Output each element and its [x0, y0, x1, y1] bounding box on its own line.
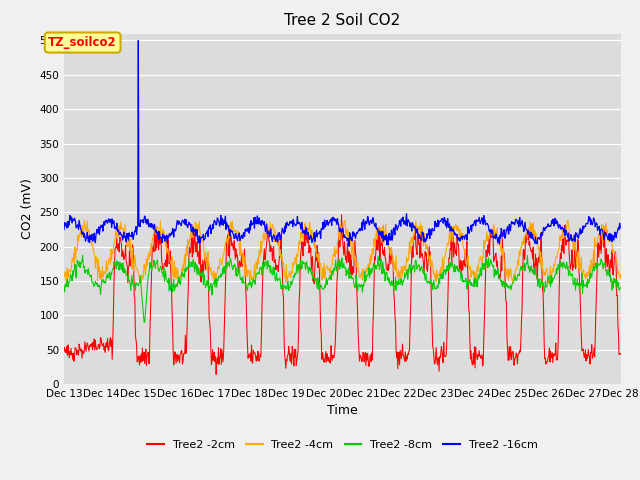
Text: TZ_soilco2: TZ_soilco2 [49, 36, 136, 49]
Title: Tree 2 Soil CO2: Tree 2 Soil CO2 [284, 13, 401, 28]
Y-axis label: CO2 (mV): CO2 (mV) [21, 179, 34, 239]
X-axis label: Time: Time [327, 405, 358, 418]
Legend: Tree2 -2cm, Tree2 -4cm, Tree2 -8cm, Tree2 -16cm: Tree2 -2cm, Tree2 -4cm, Tree2 -8cm, Tree… [143, 435, 542, 454]
